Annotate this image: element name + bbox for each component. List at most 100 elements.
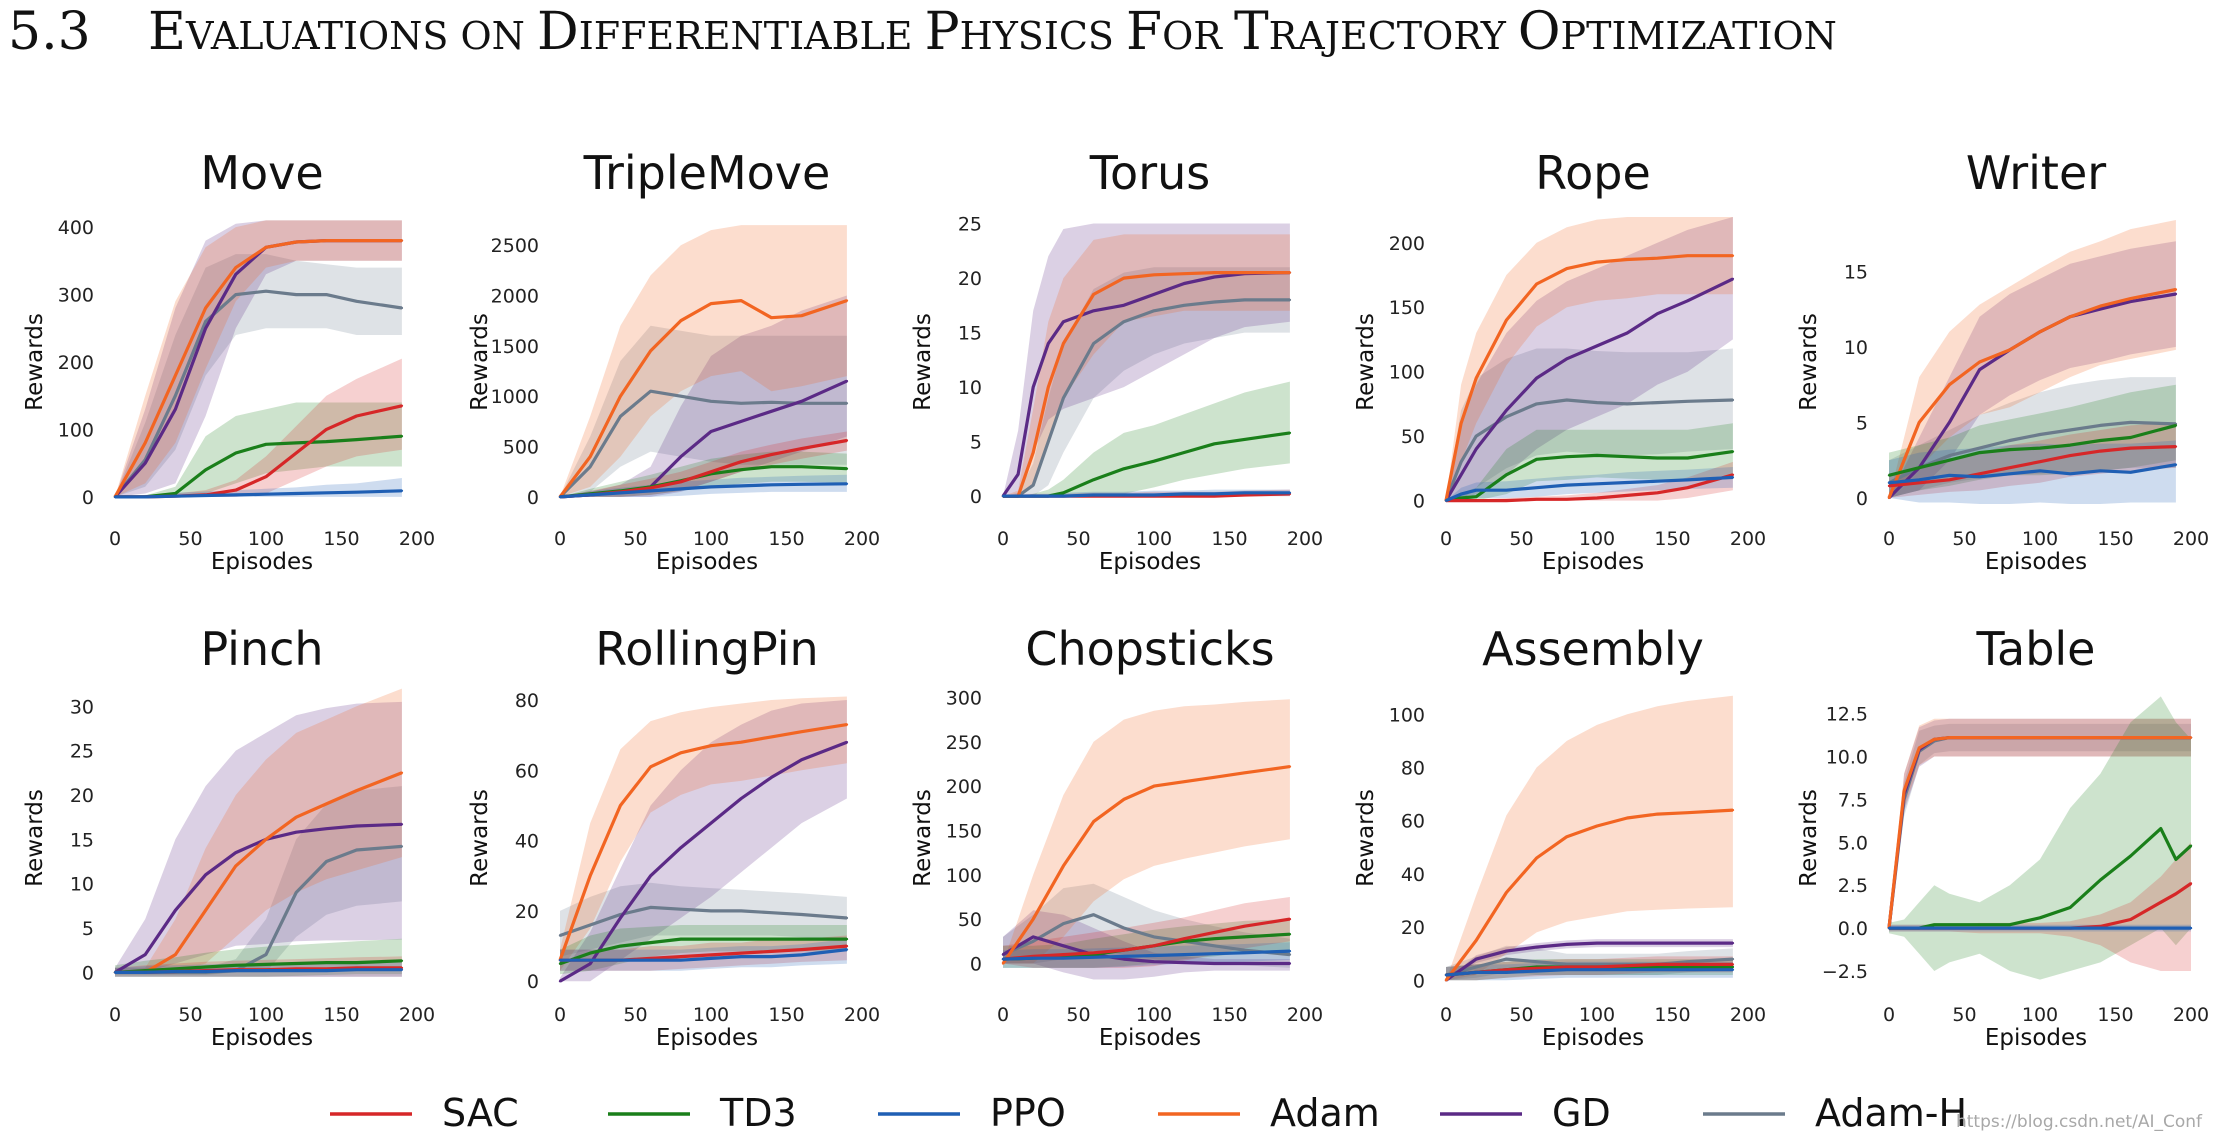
x-axis-label: Episodes: [1985, 1025, 2087, 1051]
data-point-sac: [1535, 967, 1538, 970]
chart-title: Move: [200, 146, 323, 200]
data-point-ppo: [2174, 926, 2178, 930]
data-point-adam: [144, 441, 147, 445]
y-tick-label: 15: [70, 829, 94, 851]
data-point-adam-h: [709, 909, 713, 913]
data-point-td3: [1595, 454, 1599, 457]
data-point-td3: [355, 438, 358, 441]
band-adam: [560, 696, 847, 971]
data-point-adam: [1565, 267, 1569, 270]
x-tick-label: 200: [844, 1004, 880, 1026]
band-td3: [1003, 381, 1290, 497]
y-tick-label: 150: [946, 820, 982, 842]
series-line-gd: [114, 822, 402, 974]
data-point-td3: [1978, 923, 1981, 926]
data-point-adam: [355, 789, 358, 792]
data-point-gd: [234, 273, 237, 276]
data-point-gd: [1731, 277, 1735, 281]
series-line-adam: [558, 299, 848, 498]
y-tick-label: 0: [82, 487, 94, 509]
data-point-gd: [1047, 342, 1050, 345]
data-point-ppo: [1213, 492, 1216, 496]
data-point-gd: [144, 462, 147, 465]
data-point-adam: [1243, 271, 1246, 274]
data-point-adam: [1686, 811, 1689, 814]
data-point-adam: [2189, 736, 2193, 739]
data-point-gd: [1122, 957, 1126, 961]
data-point-gd: [1288, 962, 1292, 965]
data-point-td3: [845, 467, 849, 470]
series-line-adam: [113, 239, 402, 498]
band-adam: [1446, 695, 1733, 981]
x-axis-label: Episodes: [656, 1025, 758, 1051]
data-point-ppo: [1444, 499, 1448, 502]
data-point-adam-h: [1122, 926, 1126, 930]
chart-writer: Writer 0 50 100 150 200 0 5 10 15 Episodes Rewards: [1796, 146, 2209, 575]
data-point-adam-h: [2008, 439, 2012, 442]
y-tick-label: 20: [515, 901, 539, 923]
legend-item-td3: TD3: [608, 1091, 797, 1135]
data-point-ppo: [1948, 926, 1951, 930]
data-point-td3: [1656, 456, 1659, 460]
y-tick-label: 10: [70, 874, 94, 896]
data-point-adam: [1213, 271, 1216, 274]
data-point-td3: [845, 937, 849, 941]
data-point-adam-h: [845, 402, 849, 405]
data-point-sac: [1535, 498, 1538, 501]
data-point-gd: [679, 455, 682, 458]
data-point-adam: [845, 723, 849, 726]
data-point-td3: [1505, 473, 1508, 476]
data-point-gd: [174, 909, 177, 912]
data-point-td3: [1459, 496, 1463, 500]
data-point-td3: [1948, 923, 1951, 926]
data-point-ppo: [1152, 493, 1156, 497]
data-point-gd: [1213, 962, 1216, 965]
data-point-adam-h: [1047, 440, 1050, 443]
series-line-adam-h: [558, 389, 847, 499]
y-axis-label: Rewards: [1796, 789, 1822, 887]
data-point-adam-h: [1686, 400, 1689, 403]
data-point-adam-h: [2038, 433, 2042, 436]
x-tick-label: 50: [1509, 1004, 1533, 1026]
data-point-gd: [1016, 473, 1020, 476]
data-point-adam-h: [1243, 949, 1246, 952]
data-point-adam: [1918, 746, 1921, 750]
data-point-ppo: [355, 491, 358, 494]
data-point-sac: [770, 453, 773, 456]
data-point-adam: [1887, 496, 1891, 500]
data-point-ppo: [1902, 926, 1906, 930]
data-point-gd: [709, 430, 713, 433]
data-point-gd: [1152, 293, 1156, 296]
data-point-adam: [679, 319, 682, 322]
data-point-adam: [1183, 272, 1186, 275]
y-tick-label: 0: [82, 962, 94, 984]
data-point-td3: [1948, 459, 1951, 462]
x-axis-label: Episodes: [211, 1025, 313, 1051]
data-point-gd: [1183, 282, 1186, 285]
data-point-adam: [709, 744, 713, 747]
data-point-sac: [845, 439, 849, 442]
data-point-gd: [325, 827, 328, 830]
band-sac: [1889, 842, 2191, 971]
legend-label: Adam-H: [1815, 1091, 1967, 1135]
data-point-td3: [1243, 935, 1246, 939]
data-point-adam-h: [174, 394, 177, 397]
data-point-adam: [845, 299, 849, 302]
data-point-adam: [295, 816, 298, 819]
series-line-ppo: [559, 482, 847, 499]
data-point-sac: [1656, 963, 1659, 966]
x-tick-label: 200: [2173, 528, 2209, 550]
data-point-adam: [1444, 979, 1448, 982]
data-point-adam-h: [1595, 401, 1599, 404]
x-tick-label: 0: [109, 528, 121, 550]
data-point-adam: [1032, 451, 1035, 454]
x-tick-label: 150: [323, 528, 359, 550]
data-point-adam: [400, 771, 404, 774]
data-point-ppo: [1731, 476, 1735, 479]
data-point-sac: [1978, 472, 1981, 475]
data-point-gd: [845, 741, 849, 744]
data-point-gd: [1656, 312, 1659, 315]
data-point-adam: [1565, 835, 1569, 838]
data-point-sac: [649, 486, 652, 490]
data-point-td3: [1686, 965, 1689, 969]
